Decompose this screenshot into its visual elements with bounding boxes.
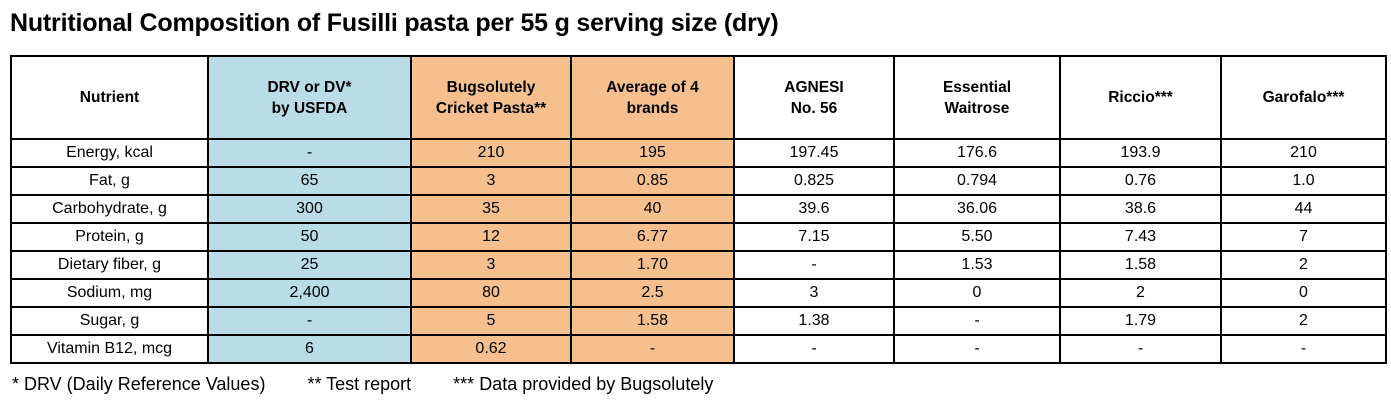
value-cell-average-4-brands: 1.70 bbox=[570, 250, 735, 280]
col-header-essential-waitrose: Essential Waitrose bbox=[893, 55, 1061, 140]
value-cell-drv-usfda: - bbox=[207, 306, 412, 336]
value-cell-garofalo: 7 bbox=[1220, 222, 1387, 252]
value-cell-agnesi-no-56: 7.15 bbox=[733, 222, 895, 252]
value-cell-agnesi-no-56: 197.45 bbox=[733, 138, 895, 168]
value-cell-agnesi-no-56: 39.6 bbox=[733, 194, 895, 224]
nutrition-page: Nutritional Composition of Fusilli pasta… bbox=[10, 9, 1387, 395]
table-row: Sugar, g -5 1.58 1.38-1.79 2 bbox=[10, 306, 1387, 336]
table-row: Protein, g 50 12 6.77 7.15 5.50 7.43 7 bbox=[10, 222, 1387, 252]
nutrient-cell: Vitamin B12, mcg bbox=[10, 334, 209, 364]
value-cell-average-4-brands: 6.77 bbox=[570, 222, 735, 252]
value-cell-riccio: 193.9 bbox=[1059, 138, 1222, 168]
nutrient-cell: Dietary fiber, g bbox=[10, 250, 209, 280]
nutrient-cell: Sodium, mg bbox=[10, 278, 209, 308]
value-cell-drv-usfda: 2,400 bbox=[207, 278, 412, 308]
value-cell-essential-waitrose: - bbox=[893, 306, 1061, 336]
footnote-data-provided: *** Data provided by Bugsolutely bbox=[453, 374, 714, 394]
value-cell-bugsolutely-cricket-pasta: 35 bbox=[410, 194, 572, 224]
value-cell-average-4-brands: 0.85 bbox=[570, 166, 735, 196]
value-cell-riccio: 7.43 bbox=[1059, 222, 1222, 252]
value-cell-drv-usfda: 65 bbox=[207, 166, 412, 196]
value-cell-average-4-brands: 1.58 bbox=[570, 306, 735, 336]
table-header-row: Nutrient DRV or DV* by USFDA Bugsolutely C… bbox=[10, 55, 1387, 140]
table-row: Carbohydrate, g 300 35 40 39.6 36.06 38.6 44 bbox=[10, 194, 1387, 224]
value-cell-riccio: 38.6 bbox=[1059, 194, 1222, 224]
value-cell-riccio: 2 bbox=[1059, 278, 1222, 308]
col-header-average-4-brands: Average of 4 brands bbox=[570, 55, 735, 140]
value-cell-riccio: 1.79 bbox=[1059, 306, 1222, 336]
value-cell-bugsolutely-cricket-pasta: 0.62 bbox=[410, 334, 572, 364]
value-cell-bugsolutely-cricket-pasta: 80 bbox=[410, 278, 572, 308]
value-cell-drv-usfda: 300 bbox=[207, 194, 412, 224]
value-cell-bugsolutely-cricket-pasta: 12 bbox=[410, 222, 572, 252]
value-cell-average-4-brands: - bbox=[570, 334, 735, 364]
value-cell-garofalo: - bbox=[1220, 334, 1387, 364]
col-header-bugsolutely-cricket-pasta: Bugsolutely Cricket Pasta** bbox=[410, 55, 572, 140]
table-row: Sodium, mg 2,400 80 2.5 3 0 2 0 bbox=[10, 278, 1387, 308]
col-header-nutrient: Nutrient bbox=[10, 55, 209, 140]
table-row: Fat, g 65 3 0.85 0.825 0.794 0.76 1.0 bbox=[10, 166, 1387, 196]
col-header-drv-usfda: DRV or DV* by USFDA bbox=[207, 55, 412, 140]
col-header-garofalo: Garofalo*** bbox=[1220, 55, 1387, 140]
value-cell-drv-usfda: 6 bbox=[207, 334, 412, 364]
value-cell-bugsolutely-cricket-pasta: 3 bbox=[410, 250, 572, 280]
value-cell-average-4-brands: 195 bbox=[570, 138, 735, 168]
value-cell-garofalo: 1.0 bbox=[1220, 166, 1387, 196]
value-cell-essential-waitrose: 0.794 bbox=[893, 166, 1061, 196]
footnotes: * DRV (Daily Reference Values) ** Test r… bbox=[12, 374, 1383, 395]
value-cell-essential-waitrose: 176.6 bbox=[893, 138, 1061, 168]
nutrient-cell: Energy, kcal bbox=[10, 138, 209, 168]
value-cell-essential-waitrose: - bbox=[893, 334, 1061, 364]
value-cell-essential-waitrose: 1.53 bbox=[893, 250, 1061, 280]
value-cell-garofalo: 210 bbox=[1220, 138, 1387, 168]
nutrient-cell: Protein, g bbox=[10, 222, 209, 252]
value-cell-bugsolutely-cricket-pasta: 3 bbox=[410, 166, 572, 196]
value-cell-agnesi-no-56: - bbox=[733, 250, 895, 280]
value-cell-essential-waitrose: 0 bbox=[893, 278, 1061, 308]
table-row: Vitamin B12, mcg 6 0.62- - - - - bbox=[10, 334, 1387, 364]
value-cell-drv-usfda: - bbox=[207, 138, 412, 168]
value-cell-bugsolutely-cricket-pasta: 210 bbox=[410, 138, 572, 168]
value-cell-average-4-brands: 40 bbox=[570, 194, 735, 224]
table-row: Dietary fiber, g 25 3 1.70-1.53 1.58 2 bbox=[10, 250, 1387, 280]
value-cell-riccio: 1.58 bbox=[1059, 250, 1222, 280]
page-title: Nutritional Composition of Fusilli pasta… bbox=[10, 9, 779, 37]
nutrient-cell: Sugar, g bbox=[10, 306, 209, 336]
value-cell-drv-usfda: 25 bbox=[207, 250, 412, 280]
value-cell-agnesi-no-56: 1.38 bbox=[733, 306, 895, 336]
col-header-agnesi-no-56: AGNESI No. 56 bbox=[733, 55, 895, 140]
value-cell-garofalo: 0 bbox=[1220, 278, 1387, 308]
value-cell-garofalo: 2 bbox=[1220, 306, 1387, 336]
value-cell-riccio: - bbox=[1059, 334, 1222, 364]
value-cell-garofalo: 44 bbox=[1220, 194, 1387, 224]
nutrient-cell: Carbohydrate, g bbox=[10, 194, 209, 224]
col-header-riccio: Riccio*** bbox=[1059, 55, 1222, 140]
value-cell-essential-waitrose: 5.50 bbox=[893, 222, 1061, 252]
footnote-drv: * DRV (Daily Reference Values) bbox=[12, 374, 266, 394]
footnote-test-report: ** Test report bbox=[307, 374, 412, 394]
value-cell-bugsolutely-cricket-pasta: 5 bbox=[410, 306, 572, 336]
value-cell-garofalo: 2 bbox=[1220, 250, 1387, 280]
nutrient-cell: Fat, g bbox=[10, 166, 209, 196]
value-cell-essential-waitrose: 36.06 bbox=[893, 194, 1061, 224]
value-cell-average-4-brands: 2.5 bbox=[570, 278, 735, 308]
value-cell-agnesi-no-56: - bbox=[733, 334, 895, 364]
table-row: Energy, kcal -210 195 197.45 176.6 193.9 210 bbox=[10, 138, 1387, 168]
value-cell-agnesi-no-56: 3 bbox=[733, 278, 895, 308]
value-cell-drv-usfda: 50 bbox=[207, 222, 412, 252]
value-cell-agnesi-no-56: 0.825 bbox=[733, 166, 895, 196]
value-cell-riccio: 0.76 bbox=[1059, 166, 1222, 196]
nutrition-table: Nutrient DRV or DV* by USFDA Bugsolutely C… bbox=[10, 55, 1387, 364]
